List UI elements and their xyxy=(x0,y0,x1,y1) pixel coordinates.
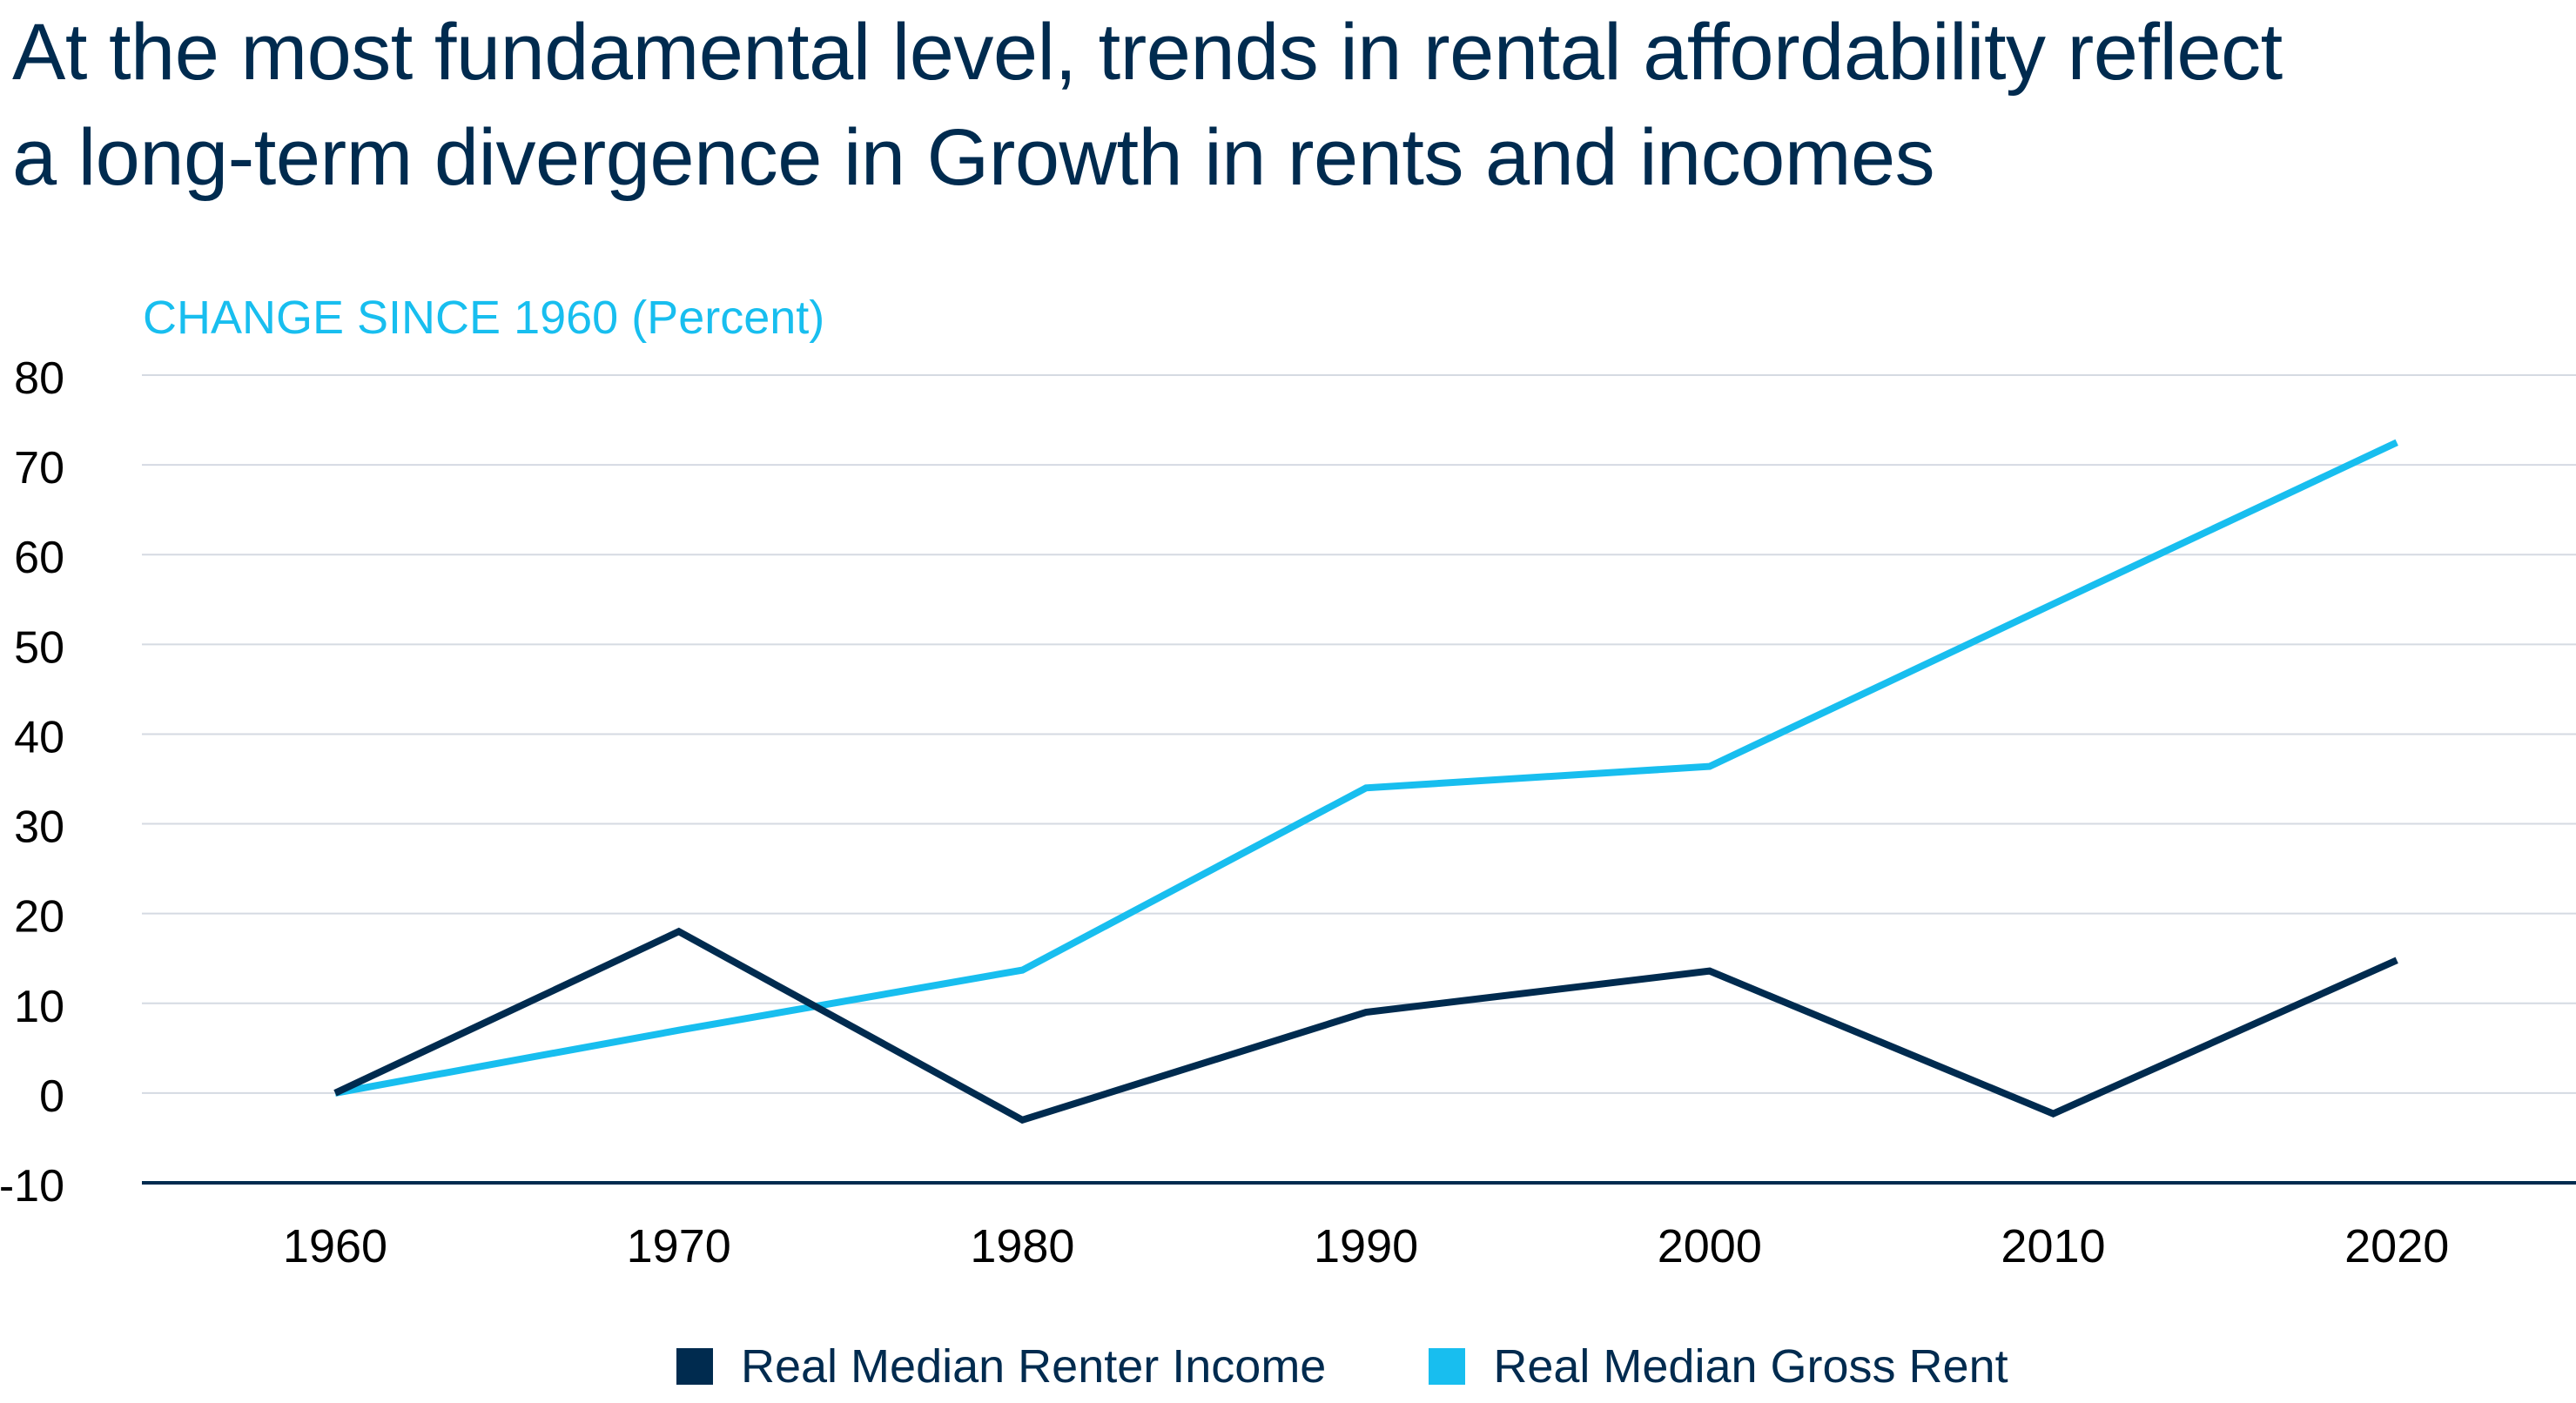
legend-label-rent: Real Median Gross Rent xyxy=(1493,1340,2008,1393)
y-tick-label: 0 xyxy=(39,1071,64,1122)
x-tick-label: 1960 xyxy=(283,1220,387,1272)
series-line-gross-rent xyxy=(334,439,2398,1097)
y-tick-label: 60 xyxy=(14,533,64,583)
x-tick-label: 2020 xyxy=(2344,1220,2449,1272)
series-lines xyxy=(333,439,2398,1124)
chart-title-line-1: At the most fundamental level, trends in… xyxy=(12,8,2283,97)
legend: Real Median Renter Income Real Median Gr… xyxy=(676,1336,2111,1397)
legend-swatch-income xyxy=(676,1348,713,1385)
y-tick-label: 40 xyxy=(14,712,64,762)
legend-swatch-rent xyxy=(1429,1348,1466,1385)
x-tick-label: 2010 xyxy=(2001,1220,2105,1272)
legend-item-rent: Real Median Gross Rent xyxy=(1429,1336,2008,1397)
chart-title-line-2: a long-term divergence in Growth in rent… xyxy=(12,113,1935,202)
y-tick-label: 30 xyxy=(14,802,64,853)
legend-label-income: Real Median Renter Income xyxy=(741,1340,1327,1393)
y-tick-label: 50 xyxy=(14,622,64,673)
y-axis-ticks: 80 70 60 50 40 30 20 10 0 -10 xyxy=(0,353,64,1212)
y-tick-label: 20 xyxy=(14,892,64,943)
y-axis-label: CHANGE SINCE 1960 (Percent) xyxy=(143,292,824,344)
y-tick-label: 70 xyxy=(14,443,64,493)
gridlines xyxy=(142,374,2576,1094)
x-tick-label: 1990 xyxy=(1314,1220,1418,1272)
x-tick-label: 1980 xyxy=(970,1220,1074,1272)
x-tick-label: 2000 xyxy=(1658,1220,1762,1272)
chart-title: At the most fundamental level, trends in… xyxy=(12,0,2283,211)
legend-item-income: Real Median Renter Income xyxy=(676,1336,1326,1397)
x-axis-ticks: 1960 1970 1980 1990 2000 2010 2020 xyxy=(283,1220,2449,1272)
y-tick-label: -10 xyxy=(0,1161,64,1212)
y-tick-label: 80 xyxy=(14,353,64,404)
series-line-renter-income xyxy=(333,927,2398,1124)
y-tick-label: 10 xyxy=(14,982,64,1032)
x-tick-label: 1970 xyxy=(627,1220,731,1272)
